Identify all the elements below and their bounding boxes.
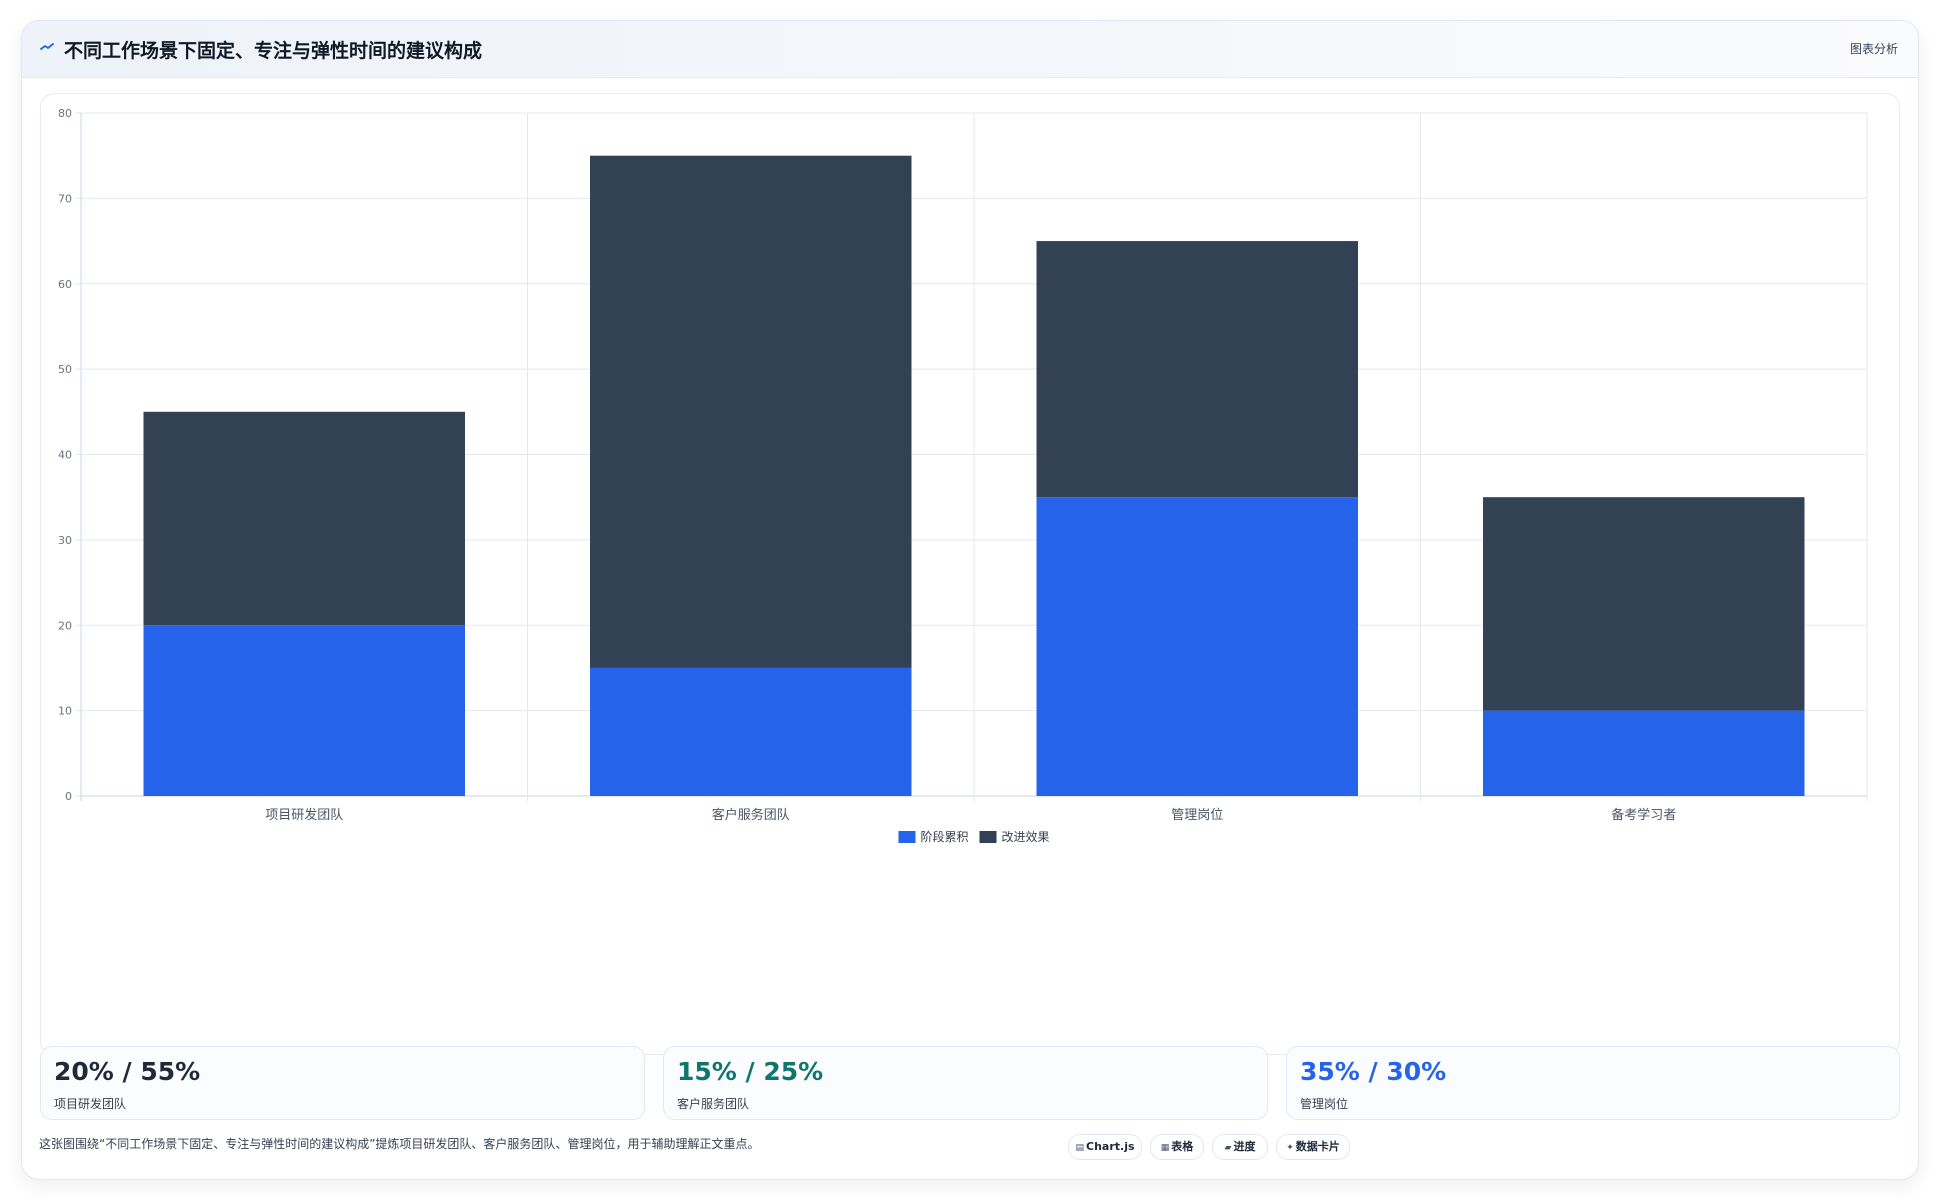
chart-title: 不同工作场景下固定、专注与弹性时间的建议构成	[64, 40, 483, 62]
bar-segment	[1483, 710, 1805, 796]
chart-icon: ▤	[1075, 1143, 1084, 1153]
bar-segment	[1036, 241, 1358, 498]
card-header: 不同工作场景下固定、专注与弹性时间的建议构成 图表分析	[22, 21, 1918, 78]
trend-line-icon	[40, 43, 54, 50]
x-tick-label: 管理岗位	[1171, 808, 1223, 823]
bar-segment	[590, 155, 912, 668]
tag-label: 表格	[1171, 1140, 1194, 1153]
chart-panel: 0 10 20 30 40 50 60 70 80 项目研发团队 客户服务团队 管理岗位 备考学习者阶段…	[40, 93, 1900, 1055]
stat-label: 管理岗位	[1300, 1097, 1349, 1111]
sparkle-icon: ✦	[1286, 1143, 1294, 1153]
legend-label: 阶段累积	[921, 829, 969, 844]
y-tick-label: 80	[58, 107, 72, 120]
y-tick-label: 60	[58, 278, 72, 291]
y-tick-label: 0	[65, 790, 72, 803]
x-tick-label: 项目研发团队	[265, 807, 343, 823]
chart-analysis-link[interactable]: 图表分析	[1849, 42, 1898, 56]
x-tick-label: 备考学习者	[1611, 807, 1676, 823]
legend-label: 改进效果	[1002, 829, 1050, 844]
bar-segment	[590, 667, 912, 796]
y-tick-label: 70	[58, 192, 72, 205]
bar-segment	[1036, 497, 1358, 796]
bar-segment	[1483, 497, 1805, 711]
stacked-bar-chart: 0 10 20 30 40 50 60 70 80 项目研发团队 客户服务团队 管理岗位 备考学习者阶段…	[58, 107, 1868, 844]
bar-segment	[143, 411, 465, 626]
table-icon: ▦	[1160, 1143, 1170, 1153]
y-tick-label: 40	[58, 449, 72, 462]
stat-card-customer-service: 15% / 25% 客户服务团队	[663, 1046, 1268, 1120]
legend-swatch	[898, 831, 916, 843]
tag-data-card[interactable]: ✦ 数据卡片	[1276, 1134, 1350, 1160]
y-tick-label: 30	[58, 534, 72, 547]
chart-caption: 这张图围绕“不同工作场景下固定、专注与弹性时间的建议构成”提炼项目研发团队、客户…	[39, 1137, 760, 1151]
stat-value: 15% / 25%	[677, 1057, 824, 1086]
tag-label: 进度	[1233, 1140, 1256, 1153]
y-tick-label: 10	[58, 705, 72, 718]
bar-segment	[143, 625, 465, 796]
tag-label: Chart.js	[1086, 1140, 1135, 1153]
y-tick-label: 50	[58, 363, 72, 376]
stat-card-project-team: 20% / 55% 项目研发团队	[40, 1046, 645, 1120]
legend-swatch	[979, 831, 997, 843]
stat-label: 客户服务团队	[677, 1097, 750, 1111]
stat-card-management: 35% / 30% 管理岗位	[1286, 1046, 1900, 1120]
stat-label: 项目研发团队	[54, 1097, 127, 1111]
tag-chartjs[interactable]: ▤ Chart.js	[1068, 1134, 1142, 1160]
chart-card: 不同工作场景下固定、专注与弹性时间的建议构成 图表分析 0 10 20 30 40 50 6…	[21, 20, 1919, 1180]
stat-value: 35% / 30%	[1300, 1057, 1447, 1086]
tag-label: 数据卡片	[1295, 1140, 1340, 1153]
tag-table[interactable]: ▦ 表格	[1150, 1134, 1204, 1160]
x-tick-label: 客户服务团队	[712, 807, 790, 823]
tag-progress[interactable]: ▰ 进度	[1212, 1134, 1268, 1160]
y-tick-label: 20	[58, 619, 72, 632]
stat-value: 20% / 55%	[54, 1057, 201, 1086]
progress-icon: ▰	[1224, 1143, 1232, 1153]
